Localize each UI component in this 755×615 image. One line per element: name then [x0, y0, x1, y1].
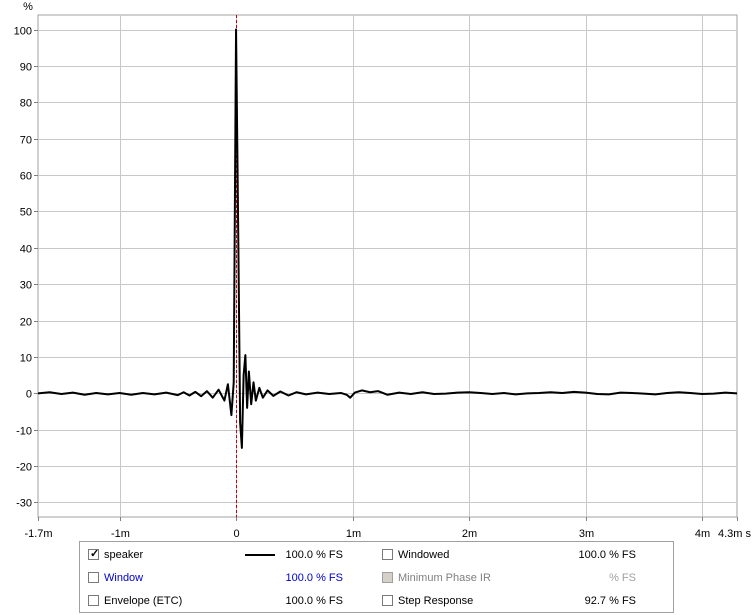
y-tick-label: 0	[26, 389, 32, 401]
plot-frame	[37, 14, 738, 518]
y-tick-label: -30	[16, 498, 32, 510]
legend-panel: ✓ speaker 100.0 % FS Window 100.0 % FS E…	[79, 541, 674, 613]
y-tick-label: 50	[20, 207, 32, 219]
y-tick-label: 60	[20, 171, 32, 183]
x-tick-label: 3m	[579, 528, 594, 540]
y-tick-label: 70	[20, 135, 32, 147]
legend-value-minimum-phase: % FS	[609, 572, 636, 584]
grid	[37, 14, 738, 518]
legend-label-window: Window	[104, 572, 144, 584]
series-line-speaker	[37, 28, 738, 449]
y-tick-label: 100	[14, 26, 32, 38]
checkmark-icon: ✓	[90, 548, 100, 560]
x-tick-label: 1m	[346, 528, 361, 540]
y-tick-label: 80	[20, 98, 32, 110]
minimum-phase-checkbox	[382, 572, 393, 583]
y-tick-label: 90	[20, 62, 32, 74]
legend-value-envelope: 100.0 % FS	[285, 595, 343, 607]
y-tick-label: 20	[20, 317, 32, 329]
plot-area[interactable]	[37, 15, 738, 517]
step-response-checkbox[interactable]	[382, 595, 393, 606]
windowed-checkbox[interactable]	[382, 549, 393, 560]
legend-swatch-speaker	[245, 554, 275, 556]
x-tick-label: 2m	[462, 528, 477, 540]
legend-label-step-response: Step Response	[398, 595, 474, 607]
y-tick-label: 30	[20, 280, 32, 292]
x-tick-label: -1.7m	[24, 528, 52, 540]
envelope-checkbox[interactable]	[88, 595, 99, 606]
legend-value-window: 100.0 % FS	[285, 572, 343, 584]
x-tick-label: 4.3m s	[718, 528, 752, 540]
window-checkbox[interactable]	[88, 572, 99, 583]
legend-value-step-response: 92.7 % FS	[584, 595, 636, 607]
legend-label-speaker: speaker	[104, 549, 144, 561]
x-tick-label: 4m	[695, 528, 710, 540]
x-tick-label: 0	[233, 528, 239, 540]
legend-label-minimum-phase: Minimum Phase IR	[398, 572, 491, 584]
y-tick-label: 10	[20, 353, 32, 365]
legend-label-windowed: Windowed	[398, 549, 450, 561]
y-tick-label: -20	[16, 462, 32, 474]
y-tick-label: -10	[16, 426, 32, 438]
y-tick-label: 40	[20, 244, 32, 256]
legend-label-envelope: Envelope (ETC)	[104, 595, 183, 607]
legend-value-windowed: 100.0 % FS	[578, 549, 636, 561]
y-unit-label: %	[23, 1, 33, 13]
speaker-checkbox[interactable]: ✓	[88, 548, 100, 560]
legend-value-speaker: 100.0 % FS	[285, 549, 343, 561]
x-tick-label: -1m	[111, 528, 130, 540]
